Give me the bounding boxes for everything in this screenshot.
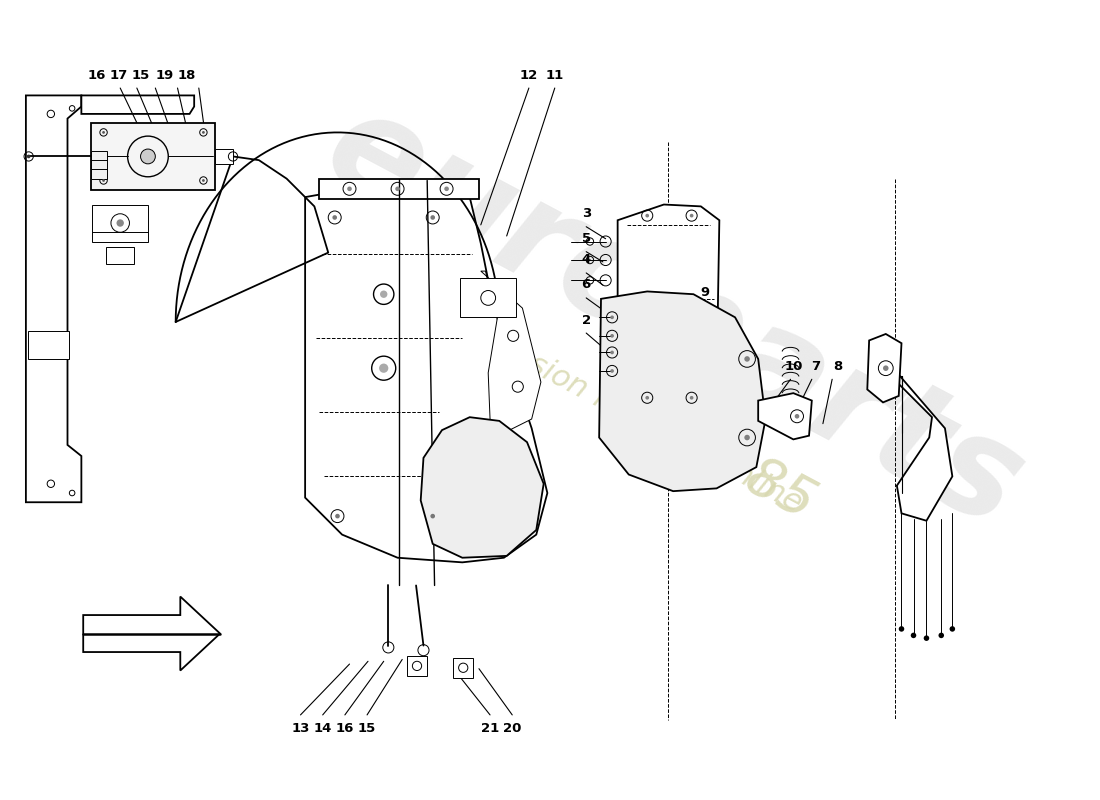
Text: 10: 10 bbox=[784, 360, 803, 373]
Circle shape bbox=[610, 315, 614, 319]
Circle shape bbox=[379, 290, 387, 298]
Circle shape bbox=[430, 514, 434, 518]
Polygon shape bbox=[81, 95, 195, 114]
Circle shape bbox=[444, 186, 449, 191]
Polygon shape bbox=[420, 417, 543, 558]
Circle shape bbox=[745, 434, 750, 440]
Polygon shape bbox=[28, 331, 69, 359]
Polygon shape bbox=[600, 291, 766, 491]
Circle shape bbox=[430, 215, 434, 220]
Polygon shape bbox=[305, 181, 548, 562]
Text: 1985: 1985 bbox=[674, 418, 824, 531]
Text: 8: 8 bbox=[833, 360, 843, 373]
Text: 14: 14 bbox=[314, 722, 332, 735]
Text: 1: 1 bbox=[891, 360, 900, 373]
Bar bbox=[453, 658, 473, 678]
Circle shape bbox=[395, 186, 400, 191]
Bar bbox=[92, 205, 147, 242]
Circle shape bbox=[646, 396, 649, 400]
Text: 7: 7 bbox=[811, 360, 821, 373]
Polygon shape bbox=[617, 205, 719, 412]
Circle shape bbox=[26, 154, 31, 158]
Polygon shape bbox=[84, 597, 220, 670]
Text: 13: 13 bbox=[292, 722, 310, 735]
Circle shape bbox=[911, 633, 916, 638]
Circle shape bbox=[610, 350, 614, 354]
Circle shape bbox=[883, 366, 889, 371]
Circle shape bbox=[102, 131, 104, 134]
Bar bbox=[214, 149, 233, 164]
Text: 15: 15 bbox=[131, 69, 150, 82]
Circle shape bbox=[141, 149, 155, 164]
Circle shape bbox=[348, 186, 352, 191]
Text: 15: 15 bbox=[358, 722, 376, 735]
Polygon shape bbox=[871, 350, 953, 521]
Circle shape bbox=[745, 356, 750, 362]
Text: 19: 19 bbox=[155, 69, 174, 82]
Bar bbox=[90, 151, 108, 178]
Circle shape bbox=[610, 369, 614, 373]
Circle shape bbox=[949, 626, 955, 632]
Text: 17: 17 bbox=[109, 69, 128, 82]
Polygon shape bbox=[758, 393, 812, 439]
Circle shape bbox=[336, 514, 340, 518]
Circle shape bbox=[690, 396, 693, 400]
Circle shape bbox=[202, 131, 205, 134]
Circle shape bbox=[202, 179, 205, 182]
Text: 16: 16 bbox=[336, 722, 354, 735]
Circle shape bbox=[102, 179, 104, 182]
Text: 16: 16 bbox=[88, 69, 107, 82]
Polygon shape bbox=[26, 95, 81, 502]
Text: 4: 4 bbox=[582, 254, 591, 266]
Polygon shape bbox=[867, 334, 902, 402]
Text: 18: 18 bbox=[177, 69, 196, 82]
Text: 11: 11 bbox=[546, 69, 564, 82]
Text: 2: 2 bbox=[582, 314, 591, 326]
Text: 3: 3 bbox=[582, 207, 591, 220]
Text: 21: 21 bbox=[481, 722, 499, 735]
Circle shape bbox=[610, 334, 614, 338]
Circle shape bbox=[924, 635, 930, 641]
Text: europarts: europarts bbox=[305, 78, 1045, 557]
Circle shape bbox=[332, 215, 337, 220]
Polygon shape bbox=[319, 178, 478, 199]
Circle shape bbox=[794, 414, 800, 418]
Bar bbox=[90, 123, 216, 190]
Bar bbox=[461, 278, 516, 318]
Text: 5: 5 bbox=[582, 232, 591, 246]
Text: 20: 20 bbox=[503, 722, 521, 735]
Circle shape bbox=[117, 219, 124, 226]
Polygon shape bbox=[481, 271, 541, 433]
Text: 12: 12 bbox=[520, 69, 538, 82]
Bar bbox=[407, 656, 427, 676]
Bar bbox=[107, 247, 134, 264]
Circle shape bbox=[690, 214, 693, 218]
Text: a passion for parts online: a passion for parts online bbox=[451, 310, 806, 518]
Circle shape bbox=[899, 626, 904, 632]
Circle shape bbox=[379, 363, 388, 373]
Text: 6: 6 bbox=[582, 278, 591, 291]
Circle shape bbox=[646, 214, 649, 218]
Circle shape bbox=[938, 633, 944, 638]
Text: 9: 9 bbox=[700, 286, 710, 299]
